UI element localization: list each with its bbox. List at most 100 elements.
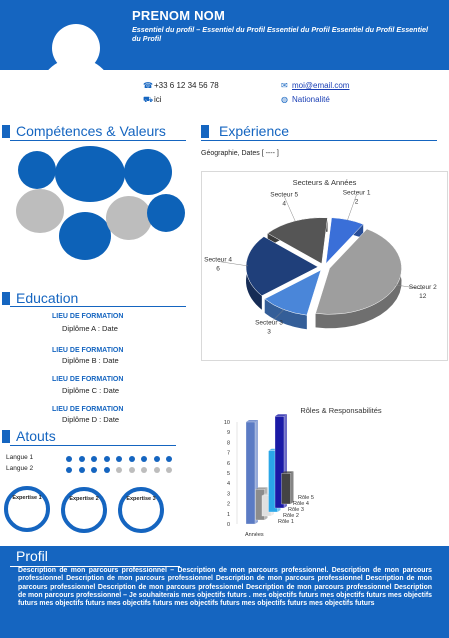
level-dot <box>128 456 135 462</box>
skill-circle <box>59 212 111 260</box>
level-dot <box>66 456 72 462</box>
education-lieu: LIEU DE FORMATION <box>52 406 124 413</box>
expertise-ring <box>4 486 50 532</box>
bar-category-label: Rôle 2 <box>283 513 299 519</box>
pie-slice <box>264 269 322 316</box>
section-divider <box>201 140 437 141</box>
experience-location-dates: Géographie, Dates [ ---- ] <box>201 150 279 157</box>
pie-label: Secteur 3 <box>255 320 283 327</box>
expertise-ring <box>118 487 164 533</box>
globe-icon: ◍ <box>281 95 288 104</box>
profil-description: Description de mon parcours professionne… <box>18 567 432 608</box>
pie-label: Secteur 2 <box>409 284 437 291</box>
level-dot <box>116 456 122 462</box>
pie-chart-panel: Secteurs & Années Secteur 1 2 Secteur 2 12 S… <box>201 171 448 361</box>
y-tick-label: 8 <box>227 440 230 446</box>
level-dot <box>91 467 97 473</box>
contact-address: ⛟ici <box>143 95 162 105</box>
level-dot <box>66 467 72 473</box>
pie-value-label: 6 <box>216 265 220 272</box>
bar <box>281 473 291 505</box>
education-diplome: Diplôme C : Date <box>62 386 120 395</box>
pie-leader-line <box>394 284 423 290</box>
pie-chart-title: Secteurs & Années <box>292 178 357 187</box>
language-label: Langue 2 <box>6 465 34 472</box>
phone-icon: ☎ <box>143 81 153 90</box>
level-dot <box>166 467 172 473</box>
level-dot <box>116 467 122 473</box>
y-tick-label: 0 <box>227 522 230 528</box>
skill-circle <box>18 151 56 189</box>
expertise-ring <box>61 487 107 533</box>
nationality-text: Nationalité <box>292 95 330 104</box>
bar-category-label: Rôle 3 <box>288 507 304 513</box>
y-tick-label: 9 <box>227 430 230 436</box>
expertise-label: Expertise 3 <box>126 496 156 502</box>
car-icon: ⛟ <box>143 95 154 104</box>
section-marker <box>201 125 209 138</box>
education-lieu: LIEU DE FORMATION <box>52 347 124 354</box>
skill-circle <box>55 146 125 202</box>
level-dot <box>166 456 172 462</box>
education-lieu: LIEU DE FORMATION <box>52 313 124 320</box>
bar-top <box>255 487 268 490</box>
section-marker <box>2 430 10 443</box>
pie-leader-line <box>268 308 285 325</box>
bar <box>245 421 256 525</box>
y-tick-label: 6 <box>227 461 230 467</box>
profile-subtitle: Essentiel du profil – Essentiel du Profi… <box>132 25 428 43</box>
level-dot <box>78 467 85 473</box>
profil-band <box>0 546 449 638</box>
skill-circle <box>147 194 185 232</box>
pie-value-label: 12 <box>419 293 427 300</box>
person-name: PRENOM NOM <box>132 8 225 23</box>
pie-value-label: 2 <box>355 198 359 205</box>
section-marker <box>2 292 10 305</box>
education-diplome: Diplôme D : Date <box>62 415 120 424</box>
contact-nationality: ◍ Nationalité <box>281 95 330 104</box>
phone-text: +33 6 12 34 56 78 <box>154 81 219 90</box>
section-divider <box>10 306 186 307</box>
envelope-icon: ✉ <box>281 81 288 90</box>
section-title-competences: Compétences & Valeurs <box>16 123 166 139</box>
level-dot <box>141 467 147 473</box>
bar-category-label: Rôle 5 <box>298 495 314 501</box>
y-tick-label: 2 <box>227 502 230 508</box>
section-divider <box>10 445 176 446</box>
contact-email[interactable]: ✉ moi@email.com <box>281 81 349 90</box>
section-marker <box>2 125 10 138</box>
language-level-1 <box>66 456 181 463</box>
pie-slice <box>245 236 319 297</box>
email-link[interactable]: moi@email.com <box>292 81 350 90</box>
pie-slice-side <box>264 298 307 330</box>
address-text: ici <box>154 95 162 104</box>
level-dot <box>153 456 160 462</box>
pie-leader-line <box>283 196 296 222</box>
level-dot <box>103 456 110 462</box>
y-tick-label: 5 <box>227 471 230 477</box>
expertise-label: Expertise 2 <box>69 496 99 502</box>
bar-category-label: Années <box>245 532 264 538</box>
pie-slice <box>325 217 364 265</box>
education-lieu: LIEU DE FORMATION <box>52 376 124 383</box>
pie-value-label: 3 <box>267 329 271 336</box>
y-tick-label: 7 <box>227 451 230 457</box>
y-tick-label: 3 <box>227 491 230 497</box>
bar-chart-panel: Rôles & Responsabilités 0 1 2 3 4 5 6 7 8 9 10 Anné… <box>201 400 446 540</box>
bar-top <box>246 420 258 422</box>
level-dot <box>141 456 147 462</box>
pie-leader-line <box>347 194 357 221</box>
section-title-profil: Profil <box>16 548 48 564</box>
bar-top <box>281 471 294 474</box>
language-level-2 <box>66 467 181 474</box>
bar-chart-title: Rôles & Responsabilités <box>300 406 382 415</box>
skill-circle <box>124 149 172 195</box>
education-diplome: Diplôme B : Date <box>62 356 119 365</box>
level-dot <box>103 467 110 473</box>
section-title-atouts: Atouts <box>16 428 56 444</box>
y-tick-label: 10 <box>224 420 230 426</box>
bar-category-label: Rôle 4 <box>293 501 309 507</box>
pie-label: Secteur 5 <box>270 191 298 198</box>
bar-top <box>275 414 287 417</box>
expertise-label: Expertise 1 <box>12 495 42 501</box>
